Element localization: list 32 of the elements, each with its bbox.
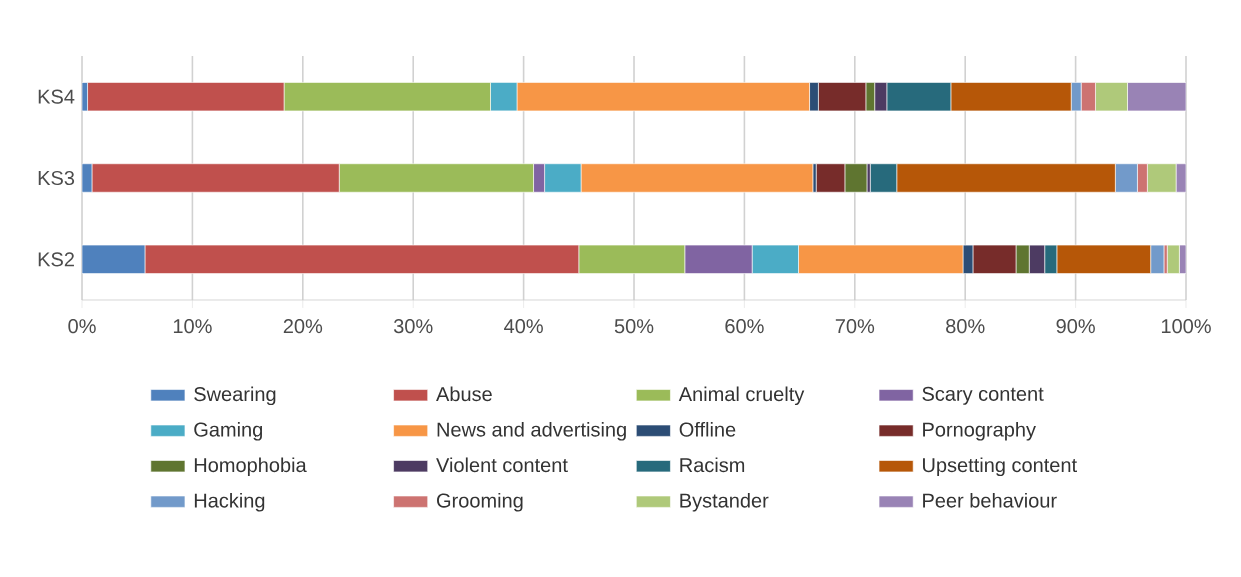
legend-label: News and advertising xyxy=(437,421,626,441)
y-tick-label: KS4 xyxy=(38,89,75,104)
legend-label: Grooming xyxy=(437,492,523,512)
legend-label: Swearing xyxy=(194,386,276,406)
x-tick-label: 40% xyxy=(504,319,543,334)
legend-label: Peer behaviour xyxy=(923,492,1057,508)
x-tick-label: 90% xyxy=(1056,319,1095,334)
x-tick-label: 60% xyxy=(725,319,764,334)
legend-label: Offline xyxy=(679,421,736,437)
legend-label: Bystander xyxy=(680,492,769,512)
legend-label: Homophobia xyxy=(194,457,307,477)
x-tick-label: 70% xyxy=(835,319,875,334)
x-tick-label: 20% xyxy=(283,319,323,334)
y-tick-label: KS2 xyxy=(38,252,74,267)
legend-label: Gaming xyxy=(194,421,263,441)
x-tick-label: 30% xyxy=(393,319,433,334)
legend-label: Racism xyxy=(680,457,745,473)
x-tick-label: 100% xyxy=(1161,319,1211,334)
legend-label: Pornography xyxy=(923,421,1036,441)
legend-label: Scary content xyxy=(922,386,1044,405)
legend-label: Violent content xyxy=(436,457,568,473)
legend-label: Upsetting content xyxy=(923,457,1077,477)
x-tick-label: 10% xyxy=(173,319,212,334)
legend-label: Hacking xyxy=(194,492,265,512)
legend-label: Abuse xyxy=(436,386,492,402)
x-tick-label: 0% xyxy=(68,319,96,334)
x-tick-label: 50% xyxy=(614,319,654,334)
bar xyxy=(82,244,146,274)
y-tick-label: KS3 xyxy=(38,170,75,186)
legend-label: Animal cruelty xyxy=(678,386,805,406)
x-tick-label: 80% xyxy=(946,319,985,334)
bar xyxy=(1127,82,1186,112)
